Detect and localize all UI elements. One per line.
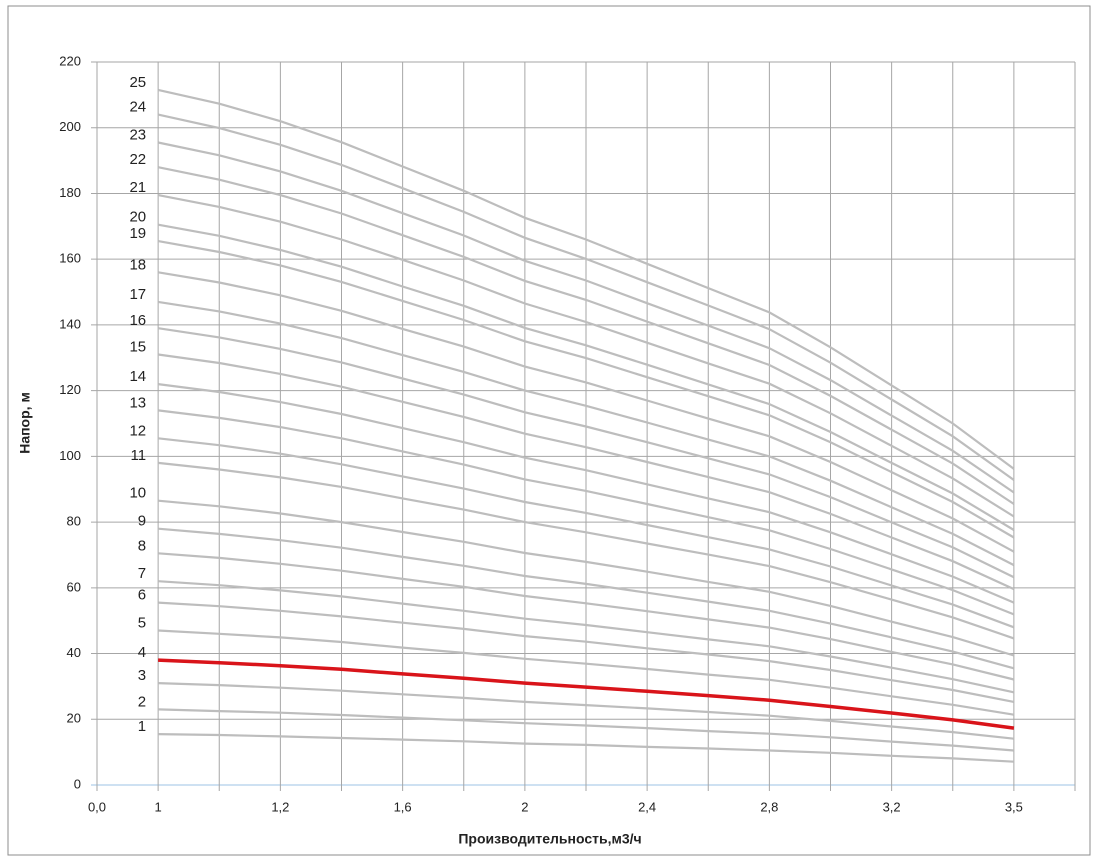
y-tick-label: 80 bbox=[67, 514, 81, 529]
y-tick-label: 160 bbox=[59, 251, 81, 266]
series-line bbox=[158, 552, 1015, 681]
x-tick-label: 1 bbox=[155, 799, 162, 814]
series-name: 9 bbox=[138, 513, 146, 530]
series-name: 3 bbox=[138, 667, 146, 684]
series-name: 16 bbox=[129, 312, 146, 329]
series-line bbox=[158, 580, 1015, 694]
series-line bbox=[157, 88, 1015, 470]
x-tick-label: 3,5 bbox=[1005, 799, 1023, 814]
x-axis-title: Производительность,м3/ч bbox=[458, 831, 641, 847]
series-line bbox=[158, 733, 1014, 763]
series-name: 14 bbox=[129, 368, 146, 385]
y-tick-label: 40 bbox=[67, 645, 81, 660]
chart-frame bbox=[7, 5, 1091, 856]
series-name: 18 bbox=[129, 256, 146, 273]
series-name: 12 bbox=[129, 422, 146, 439]
y-tick-label: 120 bbox=[59, 382, 81, 397]
series-name: 24 bbox=[129, 99, 146, 116]
series-line bbox=[157, 461, 1015, 640]
x-tick-label: 1,6 bbox=[394, 799, 412, 814]
series-name: 7 bbox=[138, 565, 146, 582]
series-name: 10 bbox=[129, 485, 146, 502]
series-line bbox=[158, 629, 1015, 716]
series-name: 20 bbox=[129, 209, 146, 226]
series-name: 19 bbox=[129, 225, 146, 242]
series-line bbox=[157, 113, 1015, 481]
x-tick-label: 3,2 bbox=[883, 799, 901, 814]
series-line bbox=[158, 658, 1015, 730]
series-line bbox=[157, 327, 1015, 579]
y-axis-title: Напор, м bbox=[17, 392, 33, 454]
series-name: 22 bbox=[129, 151, 146, 168]
series-line bbox=[157, 166, 1015, 505]
series-line bbox=[157, 383, 1015, 604]
series-name: 15 bbox=[129, 338, 146, 355]
series-name: 6 bbox=[138, 587, 146, 604]
series-line bbox=[157, 223, 1015, 531]
series-line bbox=[158, 527, 1015, 670]
x-tick-label: 2,8 bbox=[760, 799, 778, 814]
y-tick-label: 0 bbox=[74, 776, 81, 791]
series-name: 17 bbox=[129, 286, 146, 303]
y-tick-label: 60 bbox=[67, 579, 81, 594]
series-line bbox=[157, 240, 1015, 539]
x-tick-label: 1,2 bbox=[271, 799, 289, 814]
series-name: 5 bbox=[138, 615, 146, 632]
series-line bbox=[157, 194, 1015, 518]
series-name: 1 bbox=[138, 718, 146, 735]
y-tick-label: 180 bbox=[59, 185, 81, 200]
y-tick-label: 140 bbox=[59, 316, 81, 331]
y-tick-label: 100 bbox=[59, 448, 81, 463]
x-tick-label: 2 bbox=[521, 799, 528, 814]
series-line bbox=[157, 141, 1015, 494]
series-line bbox=[158, 682, 1015, 740]
series-line bbox=[158, 708, 1014, 752]
series-name: 4 bbox=[138, 644, 146, 661]
series-name: 11 bbox=[131, 447, 147, 464]
series-name: 2 bbox=[138, 693, 146, 710]
series-name: 13 bbox=[129, 394, 146, 411]
series-line bbox=[157, 499, 1015, 657]
series-line bbox=[157, 437, 1015, 629]
y-tick-label: 220 bbox=[59, 53, 81, 68]
series-line bbox=[157, 271, 1015, 553]
series-name: 25 bbox=[129, 74, 146, 91]
series-line bbox=[157, 409, 1015, 616]
series-name: 21 bbox=[129, 179, 146, 196]
series-line bbox=[157, 353, 1015, 591]
series-name: 23 bbox=[129, 126, 146, 143]
y-tick-label: 20 bbox=[67, 711, 81, 726]
series-line bbox=[157, 300, 1015, 567]
x-tick-label: 2,4 bbox=[638, 799, 656, 814]
y-tick-label: 200 bbox=[59, 119, 81, 134]
series-line bbox=[158, 601, 1015, 703]
series-name: 8 bbox=[138, 537, 146, 554]
x-tick-label: 0,0 bbox=[88, 799, 106, 814]
